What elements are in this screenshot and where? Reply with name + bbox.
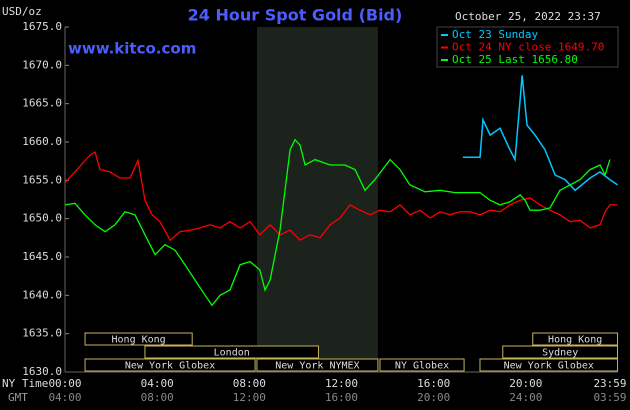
- session-label: Hong Kong: [548, 335, 602, 346]
- session-label: London: [214, 348, 250, 359]
- y-tick-label: 1630.0: [22, 365, 62, 378]
- x2-tick-label: 08:00: [141, 391, 174, 404]
- x2-row-label: GMT: [8, 391, 28, 404]
- legend-label: Oct 24 NY close 1649.70: [452, 41, 604, 54]
- x-tick-label: 20:00: [509, 377, 542, 390]
- session-box: [144, 345, 319, 359]
- x2-tick-label: 03:59: [593, 391, 626, 404]
- shaded-region: [256, 27, 378, 372]
- y-axis-label: USD/oz: [2, 5, 42, 18]
- y-tick-label: 1650.0: [22, 212, 62, 225]
- website: www.kitco.com: [68, 40, 196, 58]
- chart-title: 24 Hour Spot Gold (Bid): [188, 6, 403, 25]
- y-tick-label: 1640.0: [22, 288, 62, 301]
- price-line: [64, 138, 611, 307]
- x-tick-label: 08:00: [233, 377, 266, 390]
- x-row-label: NY Time: [2, 377, 48, 390]
- session-box: [532, 332, 619, 346]
- x2-tick-label: 24:00: [509, 391, 542, 404]
- x-tick-label: 16:00: [417, 377, 450, 390]
- y-tick-label: 1655.0: [22, 173, 62, 186]
- y-tick-label: 1660.0: [22, 135, 62, 148]
- y-tick-label: 1635.0: [22, 327, 62, 340]
- session-box: [84, 358, 256, 372]
- session-box: [256, 358, 379, 372]
- x2-tick-label: 20:00: [417, 391, 450, 404]
- session-label: New York NYMEX: [275, 361, 359, 372]
- session-label: Sydney: [542, 348, 578, 359]
- legend-label: Oct 25 Last 1656.80: [452, 53, 578, 66]
- price-line: [64, 150, 618, 242]
- timestamp: October 25, 2022 23:37: [455, 10, 601, 23]
- price-line: [462, 75, 618, 192]
- session-box: [502, 345, 619, 359]
- x2-tick-label: 16:00: [325, 391, 358, 404]
- x2-tick-label: 04:00: [48, 391, 81, 404]
- y-tick-label: 1675.0: [22, 20, 62, 33]
- x2-tick-label: 12:00: [233, 391, 266, 404]
- session-box: [479, 358, 619, 372]
- x-tick-label: 00:00: [48, 377, 81, 390]
- legend-label: Oct 23 Sunday: [452, 28, 538, 41]
- session-box: [84, 332, 193, 346]
- session-label: NY Globex: [395, 361, 449, 372]
- x-tick-label: 12:00: [325, 377, 358, 390]
- session-label: New York Globex: [504, 361, 594, 372]
- y-tick-label: 1645.0: [22, 250, 62, 263]
- legend-box: [436, 26, 619, 68]
- y-tick-label: 1670.0: [22, 58, 62, 71]
- x-tick-label: 04:00: [141, 377, 174, 390]
- session-box: [379, 358, 465, 372]
- x-tick-label: 23:59: [593, 377, 626, 390]
- session-label: New York Globex: [125, 361, 215, 372]
- y-tick-label: 1665.0: [22, 97, 62, 110]
- session-label: Hong Kong: [112, 335, 166, 346]
